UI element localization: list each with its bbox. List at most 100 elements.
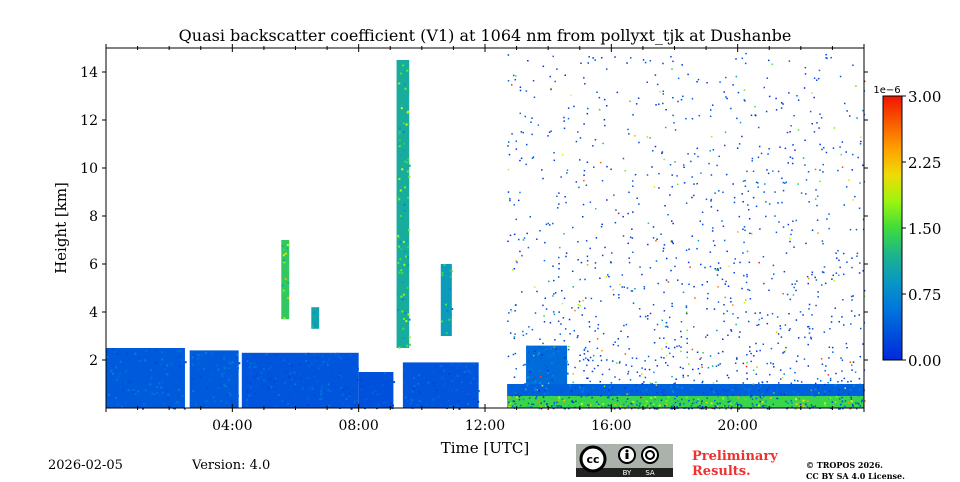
- heatmap-pixel: [398, 139, 401, 142]
- heatmap-pixel: [639, 375, 641, 377]
- heatmap-pixel: [601, 373, 604, 376]
- heatmap-pixel: [747, 190, 750, 192]
- heatmap-pixel: [717, 286, 719, 288]
- heatmap-pixel: [410, 402, 413, 405]
- heatmap-pixel: [142, 407, 145, 410]
- heatmap-pixel: [859, 143, 862, 145]
- heatmap-pixel: [683, 394, 686, 397]
- heatmap-pixel: [167, 397, 170, 400]
- heatmap-pixel: [436, 394, 439, 397]
- heatmap-pixel: [322, 360, 325, 363]
- heatmap-pixel: [607, 404, 610, 407]
- heatmap-pixel: [663, 158, 665, 161]
- heatmap-pixel: [782, 181, 785, 184]
- heatmap-pixel: [762, 404, 765, 407]
- heatmap-pixel: [693, 183, 695, 185]
- heatmap-pixel: [514, 402, 517, 405]
- heatmap-pixel: [638, 141, 640, 144]
- heatmap-pixel: [520, 157, 523, 160]
- heatmap-pixel: [288, 362, 291, 365]
- heatmap-pixel: [557, 357, 560, 360]
- heatmap-pixel: [782, 292, 784, 295]
- heatmap-pixel: [468, 370, 471, 373]
- heatmap-pixel: [658, 187, 660, 189]
- heatmap-pixel: [819, 113, 821, 115]
- heatmap-pixel: [630, 365, 633, 368]
- heatmap-pixel: [588, 340, 591, 343]
- heatmap-pixel: [405, 99, 408, 102]
- heatmap-pixel: [749, 396, 752, 398]
- heatmap-pixel: [671, 174, 673, 176]
- heatmap-pixel: [260, 371, 263, 374]
- heatmap-pixel: [661, 396, 664, 399]
- heatmap-pixel: [852, 405, 854, 407]
- heatmap-pixel: [622, 403, 625, 406]
- heatmap-pixel: [618, 296, 620, 299]
- heatmap-pixel: [752, 405, 755, 407]
- heatmap-pixel: [700, 357, 702, 359]
- heatmap-pixel: [122, 384, 125, 387]
- heatmap-pixel: [112, 348, 115, 351]
- heatmap-pixel: [375, 373, 378, 376]
- heatmap-pixel: [782, 226, 785, 228]
- heatmap-pixel: [676, 386, 679, 389]
- heatmap-pixel: [553, 279, 555, 282]
- heatmap-pixel: [527, 402, 530, 405]
- heatmap-pixel: [739, 331, 741, 333]
- y-tick-label: 8: [89, 209, 98, 225]
- heatmap-pixel: [858, 377, 861, 380]
- colorbar-tick-label: 0.75: [908, 286, 941, 304]
- heatmap-pixel: [652, 303, 655, 306]
- heatmap-pixel: [518, 395, 521, 398]
- heatmap-pixel: [733, 196, 736, 199]
- heatmap-pixel: [377, 403, 380, 406]
- heatmap-pixel: [743, 387, 746, 390]
- heatmap-pixel: [509, 199, 511, 202]
- heatmap-pixel: [794, 149, 796, 151]
- heatmap-pixel: [412, 387, 415, 390]
- heatmap-pixel: [789, 237, 791, 240]
- heatmap-pixel: [626, 398, 629, 400]
- heatmap-pixel: [445, 274, 448, 277]
- heatmap-pixel: [625, 323, 628, 326]
- heatmap-pixel: [855, 402, 857, 404]
- heatmap-pixel: [519, 250, 521, 253]
- heatmap-pixel: [532, 156, 535, 158]
- heatmap-pixel: [798, 397, 800, 400]
- heatmap-pixel: [722, 389, 724, 391]
- heatmap-pixel: [267, 387, 270, 390]
- heatmap-pixel: [518, 398, 521, 401]
- chart-title: Quasi backscatter coefficient (V1) at 10…: [178, 26, 792, 45]
- heatmap-pixel: [408, 175, 411, 178]
- heatmap-pixel: [515, 140, 518, 143]
- heatmap-pixel: [723, 304, 725, 306]
- heatmap-pixel: [775, 97, 777, 100]
- heatmap-pixel: [248, 381, 251, 384]
- heatmap-pixel: [790, 125, 792, 127]
- heatmap-pixel: [658, 103, 660, 105]
- heatmap-pixel: [753, 394, 756, 397]
- heatmap-pixel: [289, 396, 292, 399]
- heatmap-pixel: [679, 404, 681, 406]
- heatmap-pixel: [733, 271, 735, 274]
- heatmap-pixel: [400, 103, 403, 106]
- heatmap-pixel: [755, 114, 757, 117]
- heatmap-pixel: [726, 374, 729, 377]
- heatmap-pixel: [334, 353, 337, 356]
- heatmap-pixel: [819, 143, 821, 146]
- heatmap-pixel: [811, 122, 814, 125]
- heatmap-pixel: [515, 75, 517, 77]
- heatmap-pixel: [553, 151, 555, 154]
- heatmap-pixel: [636, 197, 638, 200]
- heatmap-pixel: [632, 302, 635, 304]
- heatmap-pixel: [665, 279, 668, 281]
- heatmap-pixel: [772, 403, 774, 406]
- heatmap-pixel: [636, 400, 639, 403]
- heatmap-pixel: [376, 393, 379, 396]
- heatmap-pixel: [584, 297, 587, 299]
- heatmap-pixel: [745, 52, 747, 55]
- heatmap-pixel: [545, 376, 548, 378]
- heatmap-pixel: [402, 131, 405, 134]
- y-tick-label: 12: [80, 113, 98, 129]
- heatmap-pixel: [655, 240, 657, 242]
